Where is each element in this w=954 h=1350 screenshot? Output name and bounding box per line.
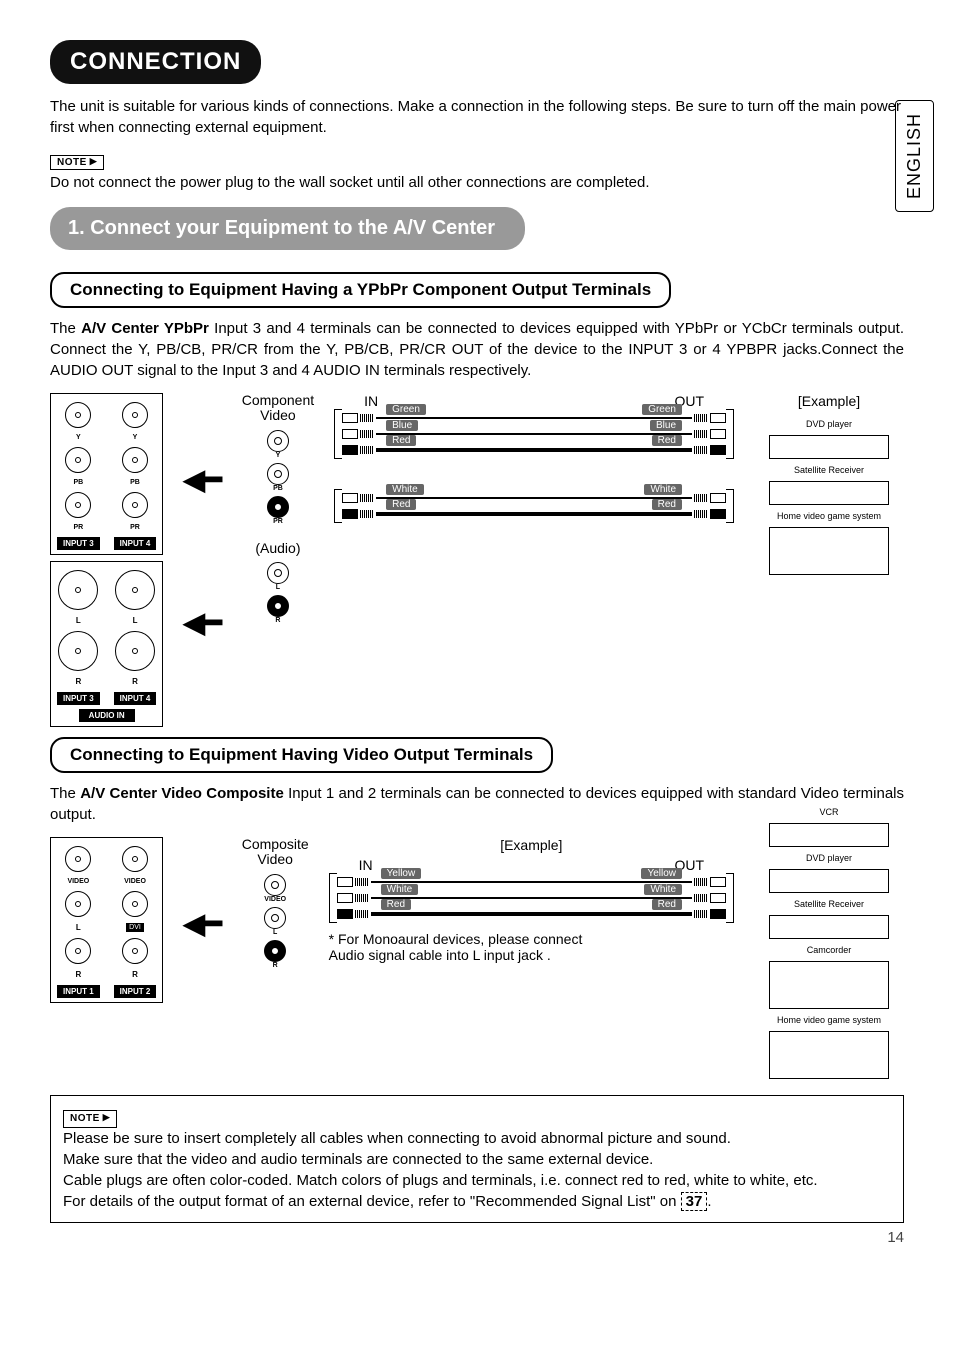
composite-diagram: VIDEO L R INPUT 1 VIDEO DVI R INPUT 2 ◀━… <box>50 837 904 1079</box>
monoaural-footnote: * For Monoaural devices, please connect … <box>329 931 734 963</box>
ypbpr-examples: [Example] DVD player Satellite Receiver … <box>754 393 904 575</box>
section-heading-1: 1. Connect your Equipment to the A/V Cen… <box>50 207 525 250</box>
note-text-1: Do not connect the power plug to the wal… <box>50 174 904 191</box>
language-tab: ENGLISH <box>895 100 934 212</box>
composite-video-label: Composite Video <box>242 837 309 868</box>
audio-label: (Audio) <box>255 541 300 556</box>
ypbpr-diagram: Y PB PR INPUT 3 Y PB PR INPUT 4 <box>50 393 904 727</box>
component-video-label: Component Video <box>242 393 314 424</box>
note-label: NOTE <box>50 155 104 170</box>
note-label: NOTE <box>63 1110 117 1128</box>
composite-examples: VCR DVD player Satellite Receiver Camcor… <box>754 807 904 1079</box>
ypbpr-heading: Connecting to Equipment Having a YPbPr C… <box>50 272 671 308</box>
note-box: NOTE Please be sure to insert completely… <box>50 1095 904 1223</box>
intro-text: The unit is suitable for various kinds o… <box>50 96 904 138</box>
ypbpr-audio-panel: L R INPUT 3 L R INPUT 4 AUDIO IN <box>50 561 163 727</box>
arrow-icon: ◀━ <box>183 463 221 496</box>
page-title: CONNECTION <box>50 40 261 84</box>
arrow-icon: ◀━ <box>183 606 221 639</box>
page-reference: 37 <box>681 1192 708 1211</box>
page-number: 14 <box>50 1229 904 1246</box>
ypbpr-video-panel: Y PB PR INPUT 3 Y PB PR INPUT 4 <box>50 393 163 555</box>
arrow-icon: ◀━ <box>183 907 221 940</box>
composite-heading: Connecting to Equipment Having Video Out… <box>50 737 553 773</box>
composite-panel: VIDEO L R INPUT 1 VIDEO DVI R INPUT 2 <box>50 837 163 1003</box>
ypbpr-body: The A/V Center YPbPr Input 3 and 4 termi… <box>50 318 904 381</box>
